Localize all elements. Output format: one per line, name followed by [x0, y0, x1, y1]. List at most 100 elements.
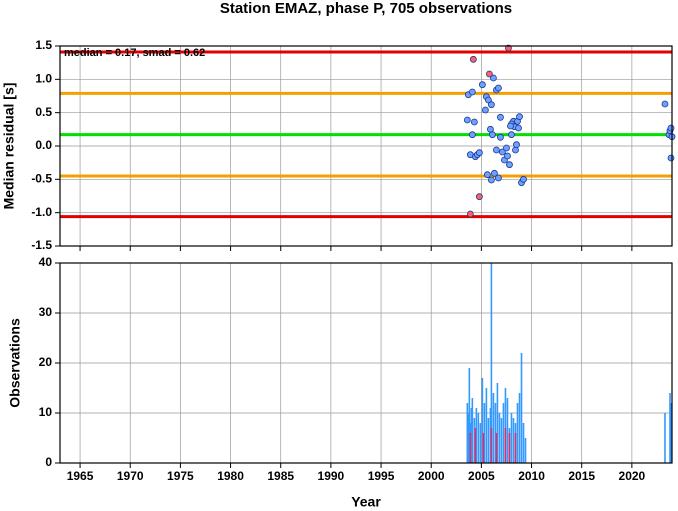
- bar: [504, 388, 507, 463]
- plot-frame: [59, 45, 673, 247]
- bar: [498, 413, 501, 463]
- bar: [494, 403, 497, 463]
- y-tick-label: 30: [39, 305, 53, 319]
- x-tick-label: 1975: [167, 469, 194, 483]
- point: [497, 113, 504, 121]
- x-tick-label: 2015: [568, 469, 595, 483]
- bar: [467, 413, 470, 463]
- bar: [490, 263, 493, 463]
- point: [483, 171, 491, 179]
- point: [495, 84, 502, 92]
- bar: [475, 408, 478, 463]
- point: [469, 55, 477, 63]
- point: [667, 124, 675, 132]
- y-axis-label: Observations: [7, 318, 23, 408]
- bar: [479, 423, 482, 463]
- bar: [495, 433, 498, 463]
- x-axis-label: Year: [351, 494, 381, 510]
- bar: [471, 398, 474, 463]
- bar: [508, 433, 511, 463]
- bar: [485, 388, 488, 463]
- y-tick-label: -1.0: [31, 205, 52, 219]
- bar: [482, 433, 485, 463]
- bar: [504, 428, 507, 463]
- bar: [669, 393, 671, 463]
- bar: [474, 428, 477, 463]
- point: [468, 88, 476, 96]
- point: [488, 101, 495, 109]
- bar: [510, 413, 513, 463]
- y-tick-label: 0.5: [35, 105, 52, 119]
- point: [513, 141, 520, 149]
- bar: [670, 403, 672, 463]
- bar: [483, 403, 486, 463]
- x-tick-label: 1985: [267, 469, 294, 483]
- point: [468, 131, 476, 139]
- bar: [473, 418, 476, 463]
- point: [497, 133, 504, 141]
- point: [504, 152, 511, 160]
- chart-title: Station EMAZ, phase P, 705 observations: [220, 0, 512, 17]
- point: [486, 70, 493, 78]
- y-tick-label: 40: [39, 255, 53, 269]
- point: [515, 124, 522, 132]
- y-axis-label: Median residual [s]: [1, 83, 17, 210]
- x-tick-label: 1980: [217, 469, 244, 483]
- point: [520, 175, 527, 183]
- bar: [524, 438, 527, 463]
- point: [506, 161, 513, 169]
- y-tick-label: 0.0: [35, 138, 52, 152]
- bar: [500, 418, 503, 463]
- point: [463, 116, 471, 124]
- bar: [518, 393, 521, 463]
- bar: [481, 378, 484, 463]
- point: [516, 113, 523, 121]
- bar: [514, 433, 517, 463]
- y-tick-label: 1.0: [35, 72, 52, 86]
- bar: [492, 393, 495, 463]
- point: [667, 154, 675, 162]
- point: [507, 122, 514, 130]
- point: [481, 106, 489, 114]
- x-tick-label: 2020: [619, 469, 646, 483]
- bar: [522, 423, 525, 463]
- bar: [470, 408, 473, 463]
- y-tick-label: -0.5: [31, 172, 52, 186]
- bar: [477, 413, 480, 463]
- bar: [506, 398, 509, 463]
- plot-frame: [59, 262, 673, 464]
- x-tick-label: 2005: [468, 469, 495, 483]
- point: [490, 74, 497, 82]
- x-tick-label: 2010: [518, 469, 545, 483]
- y-tick-label: 0: [45, 455, 52, 469]
- point: [495, 174, 502, 182]
- bar: [512, 418, 515, 463]
- y-tick-label: 1.5: [35, 38, 52, 52]
- point: [489, 131, 496, 139]
- x-tick-label: 1970: [117, 469, 144, 483]
- point: [661, 100, 669, 108]
- point: [508, 131, 515, 139]
- y-tick-label: 10: [39, 405, 53, 419]
- bar: [469, 433, 472, 463]
- point: [478, 81, 486, 89]
- bar: [466, 403, 469, 463]
- point: [475, 149, 483, 157]
- x-tick-label: 1990: [318, 469, 345, 483]
- point: [493, 146, 500, 154]
- bar: [468, 368, 471, 463]
- point: [484, 96, 492, 104]
- point: [503, 144, 510, 152]
- point: [466, 210, 474, 218]
- point: [470, 118, 478, 126]
- bar: [664, 413, 666, 463]
- x-tick-label: 2000: [418, 469, 445, 483]
- y-tick-label: 20: [39, 355, 53, 369]
- point: [491, 169, 498, 177]
- annotation: median = 0.17, smad = 0.62: [64, 47, 205, 59]
- y-tick-label: -1.5: [31, 238, 52, 252]
- bar: [496, 383, 499, 463]
- bar: [487, 418, 490, 463]
- point: [475, 193, 483, 201]
